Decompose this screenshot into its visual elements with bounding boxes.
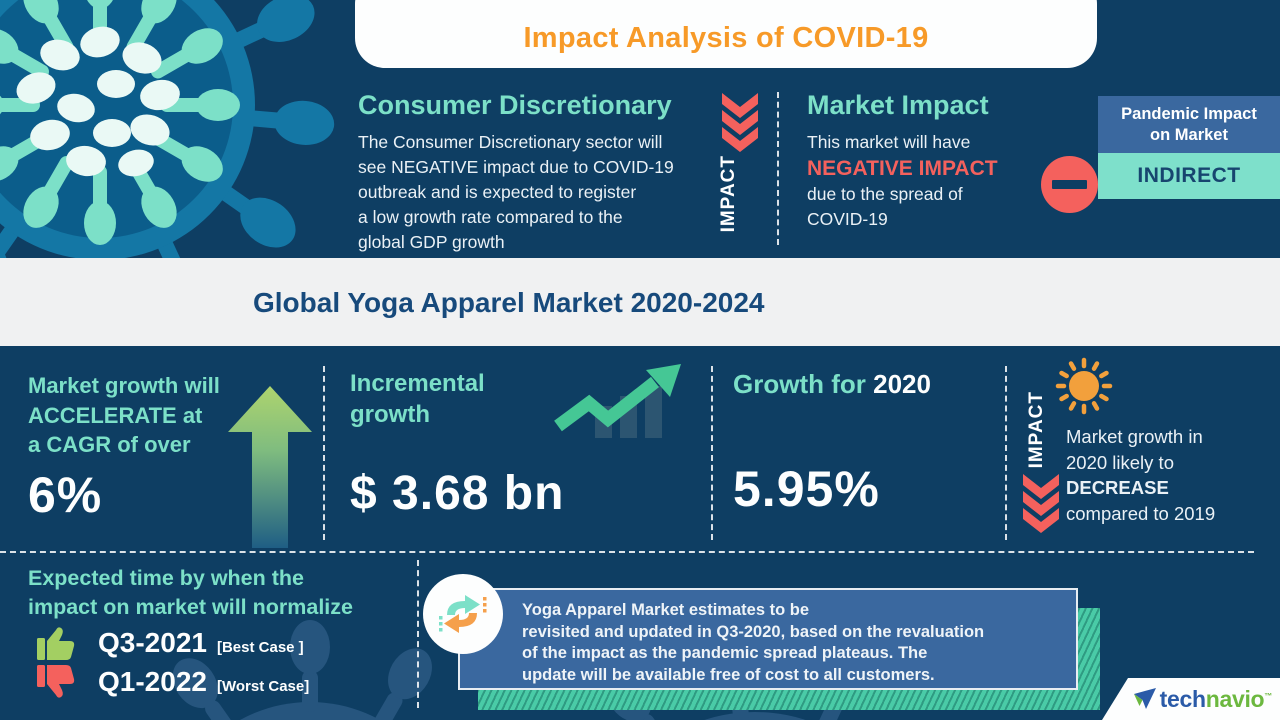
pandemic-impact-box: Pandemic Impact on Market INDIRECT xyxy=(1098,96,1280,199)
growth-2020-value: 5.95% xyxy=(733,461,880,517)
cagr-heading-line: a CAGR of over xyxy=(28,432,191,457)
pandemic-box-value: INDIRECT xyxy=(1098,153,1280,199)
no-entry-icon xyxy=(1041,156,1098,213)
incremental-growth-heading: Incremental growth xyxy=(350,368,485,430)
decrease-text: DECREASE xyxy=(1066,477,1169,498)
worst-case-label: [Worst Case] xyxy=(216,678,310,695)
cagr-heading: Market growth will ACCELERATE at a CAGR … xyxy=(28,371,220,460)
best-case-label: [Best Case ] xyxy=(216,639,304,656)
dashed-divider xyxy=(777,92,779,245)
pandemic-box-title-line: Pandemic Impact xyxy=(1121,105,1257,123)
note-line: of the impact as the pandemic spread pla… xyxy=(522,644,928,662)
virus-orange-icon xyxy=(1055,357,1113,415)
normalize-heading: Expected time by when the impact on mark… xyxy=(28,564,353,622)
incremental-growth-value: $ 3.68 bn xyxy=(350,467,565,520)
logo-part-navio: navio xyxy=(1205,685,1265,712)
market-title: Global Yoga Apparel Market 2020-2024 xyxy=(253,287,765,318)
normalize-heading-line: Expected time by when the xyxy=(28,566,304,590)
top-banner: Impact Analysis of COVID-19 xyxy=(355,0,1097,68)
growth-2020-label-accent: Growth for xyxy=(733,369,866,399)
pandemic-box-title-line: on Market xyxy=(1150,125,1228,144)
growth-2020-label-year: 2020 xyxy=(873,369,931,399)
incremental-heading-line: growth xyxy=(350,401,430,428)
impact-2020-line: 2020 likely to xyxy=(1066,451,1174,473)
market-impact-line: COVID-19 xyxy=(807,209,888,229)
normalize-heading-line: impact on market will normalize xyxy=(28,595,353,619)
consumer-body: The Consumer Discretionary sector will s… xyxy=(358,130,720,255)
incremental-heading-line: Incremental xyxy=(350,370,485,397)
logo-part-tech: tech xyxy=(1159,685,1206,712)
market-impact-body: This market will have NEGATIVE IMPACT du… xyxy=(807,130,1047,232)
cagr-value: 6% xyxy=(28,467,103,523)
logo-trademark: ™ xyxy=(1264,690,1272,700)
technavio-logo: technavio™ xyxy=(1102,678,1280,720)
technavio-arrow-icon xyxy=(1133,688,1156,709)
growth-2020-heading: Growth for 2020 xyxy=(733,369,931,400)
up-arrow-icon xyxy=(228,386,312,548)
impact-2020-text: Market growth in 2020 likely to DECREASE… xyxy=(1066,424,1278,526)
impact-2020-line: compared to 2019 xyxy=(1066,502,1216,524)
technavio-logo-text: technavio™ xyxy=(1159,685,1273,713)
worst-case-value: Q1-2022 xyxy=(98,666,207,697)
consumer-heading: Consumer Discretionary xyxy=(358,90,672,120)
dashed-divider xyxy=(323,366,325,540)
thumbs-down-icon xyxy=(37,665,75,698)
note-box: Yoga Apparel Market estimates to be revi… xyxy=(458,588,1078,690)
banner-title: Impact Analysis of COVID-19 xyxy=(523,22,929,54)
negative-impact-text: NEGATIVE IMPACT xyxy=(807,157,998,180)
note-line: update will be available free of cost to… xyxy=(522,665,935,684)
best-case-row: Q3-2021 [Best Case ] xyxy=(36,625,304,661)
market-impact-heading: Market Impact xyxy=(807,90,989,120)
market-impact-line: due to the spread of xyxy=(807,184,963,204)
pandemic-box-title: Pandemic Impact on Market xyxy=(1098,96,1280,153)
consumer-body-line: The Consumer Discretionary sector will xyxy=(358,132,663,152)
market-impact-section: Market Impact This market will have NEGA… xyxy=(807,90,1047,232)
dashed-divider xyxy=(1005,366,1007,540)
consumer-body-line: see NEGATIVE impact due to COVID-19 xyxy=(358,157,674,177)
no-entry-bar xyxy=(1052,180,1087,189)
trend-up-chart-icon xyxy=(554,364,681,438)
dashed-divider xyxy=(0,551,1254,553)
down-chevrons-icon xyxy=(722,93,758,152)
dashed-divider xyxy=(417,560,419,708)
best-case-value: Q3-2021 xyxy=(98,627,207,658)
consumer-body-line: global GDP growth xyxy=(358,232,505,252)
title-band xyxy=(0,258,1280,346)
down-chevrons-icon xyxy=(1023,474,1059,533)
cagr-heading-line: Market growth will xyxy=(28,373,220,398)
consumer-body-line: a low growth rate compared to the xyxy=(358,207,623,227)
thumbs-up-icon xyxy=(37,627,75,660)
cagr-heading-line: ACCELERATE at xyxy=(28,402,203,428)
worst-case-row: Q1-2022 [Worst Case] xyxy=(36,664,309,700)
dashed-divider xyxy=(711,366,713,540)
refresh-arrows-icon xyxy=(439,595,487,633)
consumer-body-line: outbreak and is expected to register xyxy=(358,182,637,202)
impact-vertical-label: IMPACT xyxy=(718,155,739,233)
consumer-discretionary-section: Consumer Discretionary The Consumer Disc… xyxy=(358,90,720,255)
impact-vertical-label: IMPACT xyxy=(1026,391,1047,469)
impact-2020-line: Market growth in xyxy=(1066,426,1203,447)
market-impact-line: This market will have xyxy=(807,132,971,152)
note-line: revisited and updated in Q3-2020, based … xyxy=(522,622,985,641)
note-line: Yoga Apparel Market estimates to be xyxy=(522,601,810,619)
refresh-circle xyxy=(423,574,503,654)
